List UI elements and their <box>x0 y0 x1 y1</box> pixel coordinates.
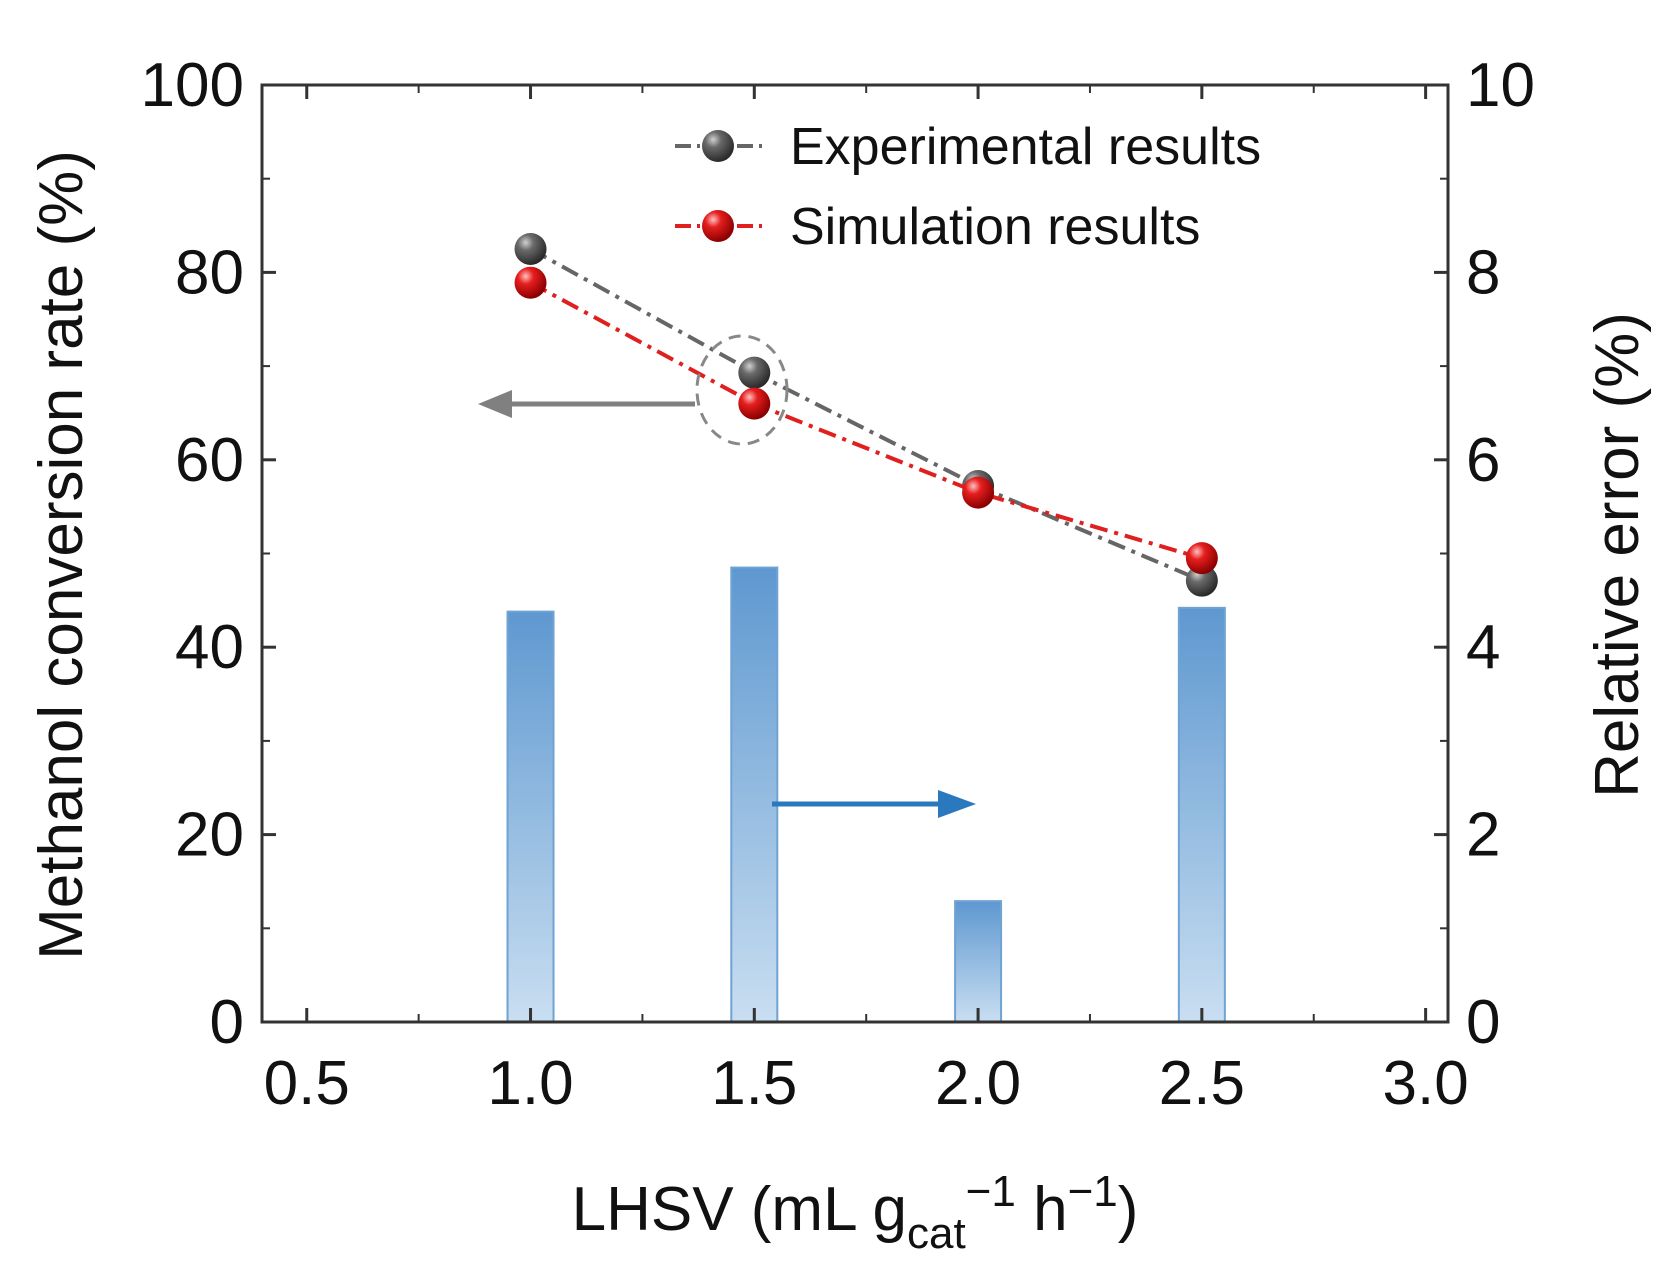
legend-label-simulation: Simulation results <box>790 198 1200 256</box>
y-right-tick-label-5: 10 <box>1466 51 1535 120</box>
x-axis-title-mid: h <box>1016 1175 1068 1244</box>
y-right-tick-label-2: 4 <box>1466 613 1500 682</box>
bars-layer <box>506 566 1226 1024</box>
y-right-tick-label-0: 0 <box>1466 988 1500 1057</box>
error-bar-2 <box>954 900 1003 1024</box>
legend-marker-simulation <box>702 210 734 242</box>
point-simulation-3 <box>1185 542 1218 575</box>
y-right-tick-label-3: 6 <box>1466 426 1500 495</box>
x-axis-title-close: ) <box>1118 1175 1139 1244</box>
x-tick-label-5: 3.0 <box>1383 1049 1469 1118</box>
error-bar-1 <box>730 566 779 1023</box>
x-axis-title: LHSV (mL gcat−1 h−1) <box>572 1167 1139 1258</box>
series-line-simulation <box>529 280 1203 561</box>
lines-layer <box>514 232 1218 597</box>
x-tick-label-0: 0.5 <box>264 1049 350 1118</box>
y-left-tick-label-4: 80 <box>175 238 244 307</box>
point-experimental-1 <box>738 356 771 389</box>
y-left-tick-label-0: 0 <box>210 988 244 1057</box>
x-tick-label-1: 1.0 <box>487 1049 573 1118</box>
left-axis-arrow-head <box>478 390 512 418</box>
x-tick-label-2: 1.5 <box>711 1049 797 1118</box>
x-axis-title-sub: cat <box>907 1209 966 1258</box>
error-bar-0 <box>506 610 555 1023</box>
point-simulation-1 <box>738 387 771 420</box>
y-right-tick-label-4: 8 <box>1466 238 1500 307</box>
y-right-tick-label-1: 2 <box>1466 801 1500 870</box>
dashed-circle-annotation <box>695 334 789 446</box>
point-experimental-0 <box>514 232 547 265</box>
annotations-layer <box>478 334 976 818</box>
x-axis-title-sup2: −1 <box>1068 1167 1118 1216</box>
legend-marker-experimental <box>702 130 734 162</box>
y-left-tick-label-5: 100 <box>141 51 244 120</box>
series-line-experimental <box>529 247 1203 583</box>
right-axis-arrow-head <box>938 790 976 818</box>
error-bar-3 <box>1177 606 1226 1023</box>
x-axis-title-main: LHSV (mL g <box>572 1175 907 1244</box>
y-left-tick-label-3: 60 <box>175 426 244 495</box>
x-tick-label-4: 2.5 <box>1159 1049 1245 1118</box>
legend-label-experimental: Experimental results <box>790 118 1261 176</box>
labels-layer: Methanol conversion rate (%) Relative er… <box>27 150 1652 1258</box>
legend: Experimental results Simulation results <box>675 118 1261 256</box>
y-left-tick-label-1: 20 <box>175 801 244 870</box>
x-axis-title-sup1: −1 <box>966 1167 1016 1216</box>
y-axis-left-title: Methanol conversion rate (%) <box>27 150 96 960</box>
y-axis-right-title: Relative error (%) <box>1583 312 1652 798</box>
x-tick-label-3: 2.0 <box>935 1049 1021 1118</box>
y-left-tick-label-2: 40 <box>175 613 244 682</box>
point-experimental-3 <box>1185 564 1218 597</box>
point-simulation-0 <box>514 266 547 299</box>
point-simulation-2 <box>962 476 995 509</box>
